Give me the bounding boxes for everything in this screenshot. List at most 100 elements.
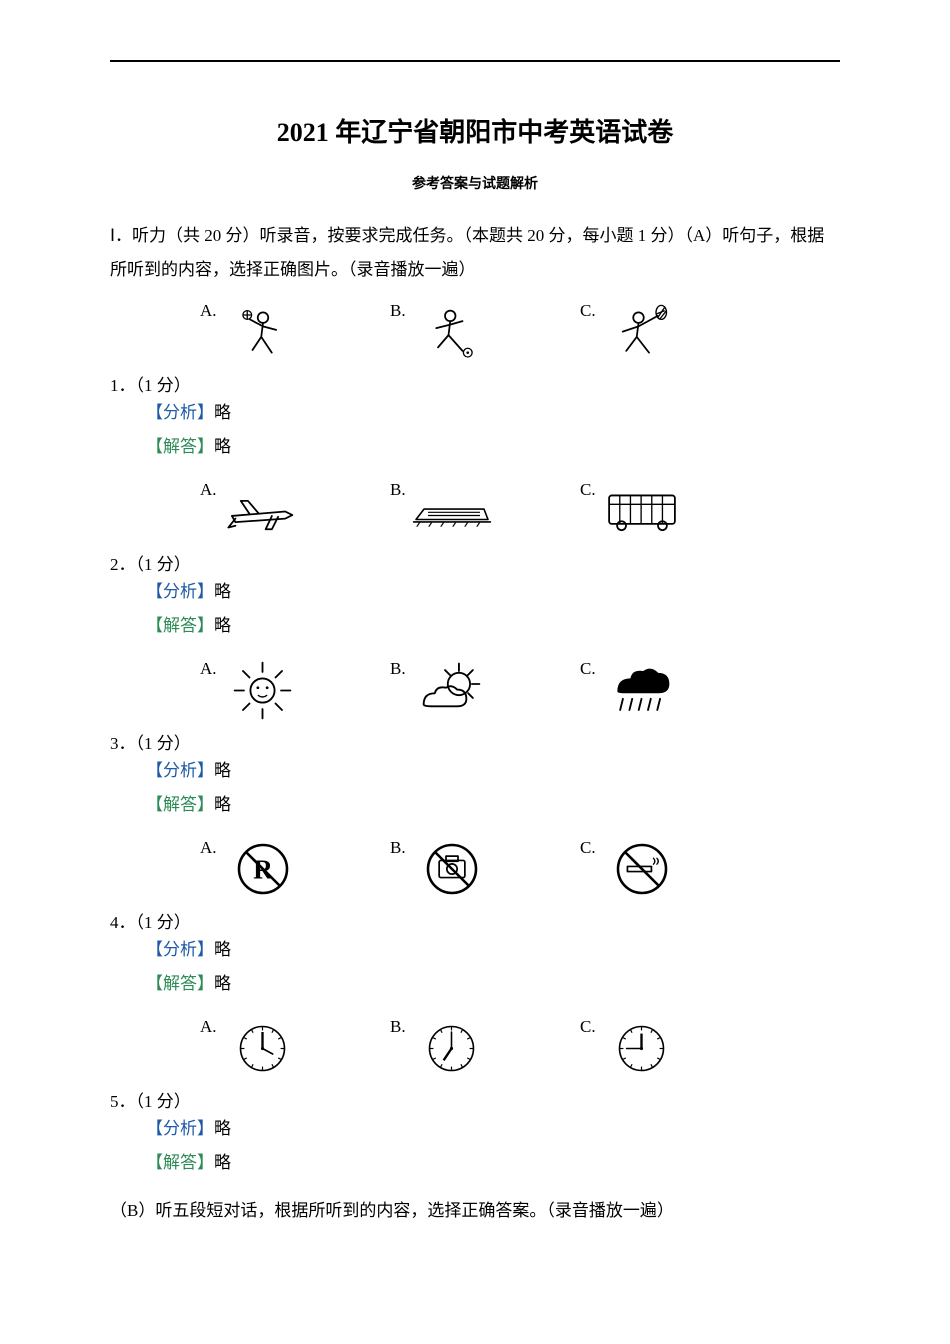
q1-choice-a: A. bbox=[200, 297, 390, 367]
q3-choices: A. B. bbox=[110, 655, 840, 725]
section-a-intro: Ⅰ．听力（共 20 分）听录音，按要求完成任务。（本题共 20 分，每小题 1 … bbox=[110, 219, 840, 287]
question-1: A. B. bbox=[110, 297, 840, 464]
train-icon bbox=[412, 476, 492, 546]
q4-choices: A. R B. bbox=[110, 834, 840, 904]
q4-choice-c: C. bbox=[580, 834, 770, 904]
q2-answer: 【解答】略 bbox=[110, 609, 840, 643]
analysis-tag: 【分析】 bbox=[146, 761, 214, 780]
answer-text: 略 bbox=[214, 795, 231, 814]
q-points: （1 分） bbox=[136, 734, 191, 753]
q4-choice-b: B. bbox=[390, 834, 580, 904]
q1-choice-c: C. bbox=[580, 297, 770, 367]
choice-label: C. bbox=[580, 476, 596, 500]
analysis-tag: 【分析】 bbox=[146, 940, 214, 959]
q4-analysis: 【分析】略 bbox=[110, 933, 840, 967]
clock-7-icon bbox=[412, 1013, 492, 1083]
q3-analysis: 【分析】略 bbox=[110, 754, 840, 788]
no-photo-sign-icon bbox=[412, 834, 492, 904]
q3-choice-a: A. bbox=[200, 655, 390, 725]
question-5: A. bbox=[110, 1013, 840, 1180]
q-points: （1 分） bbox=[136, 913, 191, 932]
q2-analysis: 【分析】略 bbox=[110, 575, 840, 609]
question-2: A. B. bbox=[110, 476, 840, 643]
q4-number: 4．（1 分） bbox=[110, 908, 840, 933]
q1-choice-b: B. bbox=[390, 297, 580, 367]
choice-label: A. bbox=[200, 1013, 217, 1037]
analysis-text: 略 bbox=[214, 403, 231, 422]
q5-choice-b: B. bbox=[390, 1013, 580, 1083]
no-parking-sign-icon: R bbox=[223, 834, 303, 904]
choice-label: B. bbox=[390, 1013, 406, 1037]
q2-choice-a: A. bbox=[200, 476, 390, 546]
q1-choices: A. B. bbox=[110, 297, 840, 367]
tennis-player-icon bbox=[602, 297, 682, 367]
choice-label: A. bbox=[200, 297, 217, 321]
answer-tag: 【解答】 bbox=[146, 437, 214, 456]
soccer-player-icon bbox=[412, 297, 492, 367]
q-num: 2． bbox=[110, 555, 136, 574]
choice-label: C. bbox=[580, 1013, 596, 1037]
clock-9-icon bbox=[602, 1013, 682, 1083]
analysis-text: 略 bbox=[214, 1119, 231, 1138]
q3-number: 3．（1 分） bbox=[110, 729, 840, 754]
analysis-tag: 【分析】 bbox=[146, 403, 214, 422]
q3-choice-c: C. bbox=[580, 655, 770, 725]
choice-label: B. bbox=[390, 655, 406, 679]
q-points: （1 分） bbox=[136, 1092, 191, 1111]
analysis-tag: 【分析】 bbox=[146, 582, 214, 601]
analysis-text: 略 bbox=[214, 761, 231, 780]
q2-number: 2．（1 分） bbox=[110, 550, 840, 575]
analysis-text: 略 bbox=[214, 582, 231, 601]
sunny-icon bbox=[223, 655, 303, 725]
answer-text: 略 bbox=[214, 974, 231, 993]
choice-label: C. bbox=[580, 297, 596, 321]
page-title: 2021 年辽宁省朝阳市中考英语试卷 bbox=[110, 112, 840, 149]
choice-label: A. bbox=[200, 655, 217, 679]
q-num: 1． bbox=[110, 376, 136, 395]
clock-12-icon bbox=[223, 1013, 303, 1083]
answer-text: 略 bbox=[214, 1153, 231, 1172]
q-num: 5． bbox=[110, 1092, 136, 1111]
q4-choice-a: A. R bbox=[200, 834, 390, 904]
q5-choice-a: A. bbox=[200, 1013, 390, 1083]
answer-tag: 【解答】 bbox=[146, 1153, 214, 1172]
q2-choice-c: C. bbox=[580, 476, 770, 546]
no-smoking-sign-icon bbox=[602, 834, 682, 904]
q-points: （1 分） bbox=[136, 555, 191, 574]
page-subtitle: 参考答案与试题解析 bbox=[110, 173, 840, 193]
q5-answer: 【解答】略 bbox=[110, 1146, 840, 1180]
question-3: A. B. bbox=[110, 655, 840, 822]
q2-choices: A. B. bbox=[110, 476, 840, 546]
basketball-player-icon bbox=[223, 297, 303, 367]
airplane-icon bbox=[223, 476, 303, 546]
section-b-intro: （B）听五段短对话，根据所听到的内容，选择正确答案。（录音播放一遍） bbox=[110, 1196, 840, 1221]
choice-label: A. bbox=[200, 834, 217, 858]
q-num: 4． bbox=[110, 913, 136, 932]
choice-label: A. bbox=[200, 476, 217, 500]
q5-choices: A. bbox=[110, 1013, 840, 1083]
rainy-icon bbox=[602, 655, 682, 725]
question-4: A. R B. bbox=[110, 834, 840, 1001]
analysis-text: 略 bbox=[214, 940, 231, 959]
choice-label: B. bbox=[390, 834, 406, 858]
partly-cloudy-icon bbox=[412, 655, 492, 725]
q3-answer: 【解答】略 bbox=[110, 788, 840, 822]
answer-text: 略 bbox=[214, 437, 231, 456]
bus-icon bbox=[602, 476, 682, 546]
answer-tag: 【解答】 bbox=[146, 795, 214, 814]
q1-analysis: 【分析】略 bbox=[110, 396, 840, 430]
q-num: 3． bbox=[110, 734, 136, 753]
exam-page: 2021 年辽宁省朝阳市中考英语试卷 参考答案与试题解析 Ⅰ．听力（共 20 分… bbox=[0, 0, 950, 1344]
answer-tag: 【解答】 bbox=[146, 616, 214, 635]
answer-tag: 【解答】 bbox=[146, 974, 214, 993]
choice-label: C. bbox=[580, 655, 596, 679]
q2-choice-b: B. bbox=[390, 476, 580, 546]
choice-label: B. bbox=[390, 297, 406, 321]
q5-analysis: 【分析】略 bbox=[110, 1112, 840, 1146]
choice-label: B. bbox=[390, 476, 406, 500]
choice-label: C. bbox=[580, 834, 596, 858]
q5-choice-c: C. bbox=[580, 1013, 770, 1083]
q4-answer: 【解答】略 bbox=[110, 967, 840, 1001]
analysis-tag: 【分析】 bbox=[146, 1119, 214, 1138]
q5-number: 5．（1 分） bbox=[110, 1087, 840, 1112]
